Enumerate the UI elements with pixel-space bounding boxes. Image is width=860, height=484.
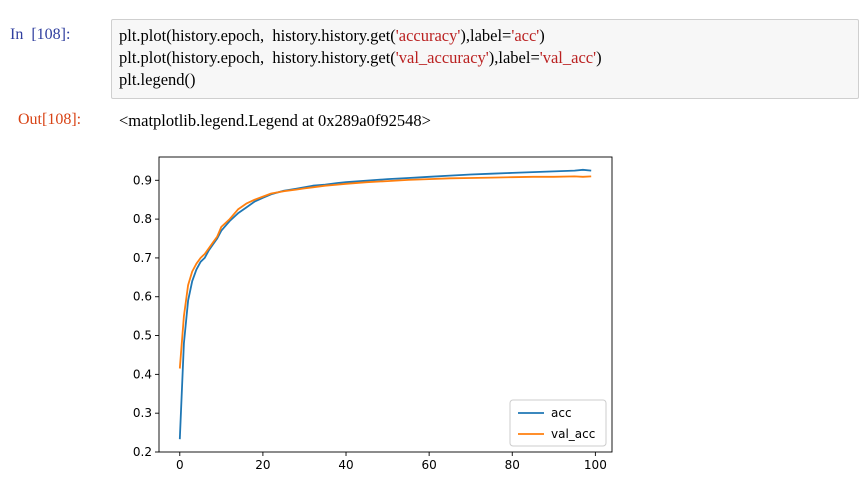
output-text: <matplotlib.legend.Legend at 0x289a0f925… (119, 111, 431, 130)
code-token: ),label= (460, 26, 512, 45)
series-line-val_acc (178, 175, 592, 369)
output-prompt: Out[108]: (18, 111, 82, 128)
x-tick-label: 0 (176, 458, 184, 472)
code-cell-input[interactable]: plt.plot(history.epoch, history.history.… (111, 19, 859, 99)
code-string-token: 'acc' (511, 26, 540, 45)
code-string-token: 'val_accuracy' (395, 48, 489, 67)
input-prompt: In [108]: (10, 26, 71, 43)
code-line: plt.legend() (119, 69, 602, 91)
y-tick-label: 0.5 (133, 329, 152, 343)
x-tick-label: 100 (584, 458, 607, 472)
y-tick-label: 0.9 (133, 173, 152, 187)
code-token: plt.plot(history.epoch, history.history.… (119, 48, 396, 67)
y-tick-label: 0.3 (133, 406, 152, 420)
code-line: plt.plot(history.epoch, history.history.… (119, 47, 602, 69)
y-tick-label: 0.7 (133, 251, 152, 265)
y-tick-label: 0.8 (133, 212, 152, 226)
legend-label-acc: acc (551, 406, 572, 420)
code-string-token: 'accuracy' (395, 26, 461, 45)
series-line-acc (178, 168, 592, 440)
x-tick-label: 80 (505, 458, 520, 472)
code-token: ),label= (488, 48, 540, 67)
legend-label-val_acc: val_acc (551, 427, 595, 441)
x-tick-label: 40 (338, 458, 353, 472)
x-tick-label: 60 (421, 458, 436, 472)
y-tick-label: 0.6 (133, 290, 152, 304)
code-line: plt.plot(history.epoch, history.history.… (119, 25, 602, 47)
y-tick-label: 0.2 (133, 445, 152, 459)
x-tick-label: 20 (255, 458, 270, 472)
code-token: plt.legend() (119, 70, 196, 89)
code-token: ) (596, 48, 602, 67)
code-editor[interactable]: plt.plot(history.epoch, history.history.… (119, 25, 602, 91)
code-token: plt.plot(history.epoch, history.history.… (119, 26, 396, 45)
code-string-token: 'val_acc' (539, 48, 597, 67)
plot-axes-frame (158, 156, 613, 453)
y-tick-label: 0.4 (133, 367, 152, 381)
code-token: ) (539, 26, 545, 45)
